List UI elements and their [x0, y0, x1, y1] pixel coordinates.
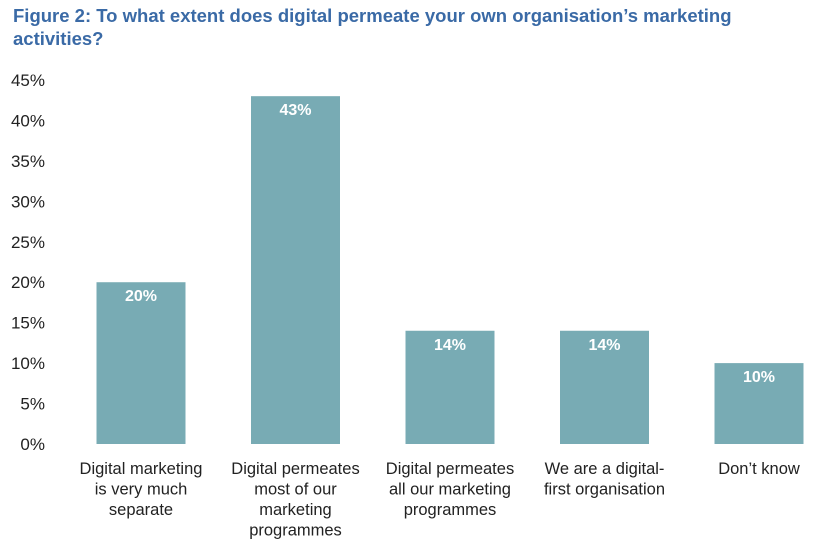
y-tick-label: 20%	[11, 273, 45, 292]
x-axis: Digital marketing is very much separate Dig…	[80, 460, 800, 540]
x-category-label: Don’t know	[718, 460, 800, 478]
bar	[405, 330, 495, 444]
y-tick-label: 25%	[11, 233, 45, 252]
y-tick-label: 5%	[20, 395, 45, 414]
y-tick-label: 10%	[11, 354, 45, 373]
bar	[96, 282, 186, 444]
data-label: 20%	[125, 288, 157, 305]
y-axis: 0% 5% 10% 15% 20% 25% 30% 35% 40% 45%	[11, 71, 45, 454]
y-tick-label: 35%	[11, 152, 45, 171]
chart-title: Figure 2: To what extent does digital pe…	[13, 5, 732, 49]
x-category-label: Digital permeates	[231, 460, 359, 478]
y-tick-label: 0%	[20, 435, 45, 454]
x-category-label: most of our	[254, 481, 337, 499]
y-tick-label: 30%	[11, 192, 45, 211]
data-label: 10%	[743, 369, 775, 386]
x-category-label: Digital permeates	[386, 460, 514, 478]
y-tick-label: 45%	[11, 71, 45, 90]
x-category-label: all our marketing	[389, 481, 511, 499]
bar	[714, 363, 804, 444]
x-category-label: programmes	[249, 522, 342, 540]
data-label: 14%	[588, 337, 620, 354]
y-tick-label: 40%	[11, 111, 45, 130]
x-category-label: Digital marketing	[80, 460, 203, 478]
bars-group: 20% 43% 14% 14% 10%	[96, 96, 804, 444]
x-category-label: first organisation	[544, 481, 665, 499]
bar	[560, 330, 649, 444]
x-category-label: marketing	[259, 501, 331, 519]
x-category-label: is very much	[95, 481, 188, 499]
bar	[251, 96, 340, 444]
x-category-label: separate	[109, 501, 173, 519]
x-category-label: We are a digital-	[545, 460, 665, 478]
y-tick-label: 15%	[11, 314, 45, 333]
x-category-label: programmes	[404, 501, 497, 519]
data-label: 43%	[279, 102, 311, 119]
data-label: 14%	[434, 337, 466, 354]
